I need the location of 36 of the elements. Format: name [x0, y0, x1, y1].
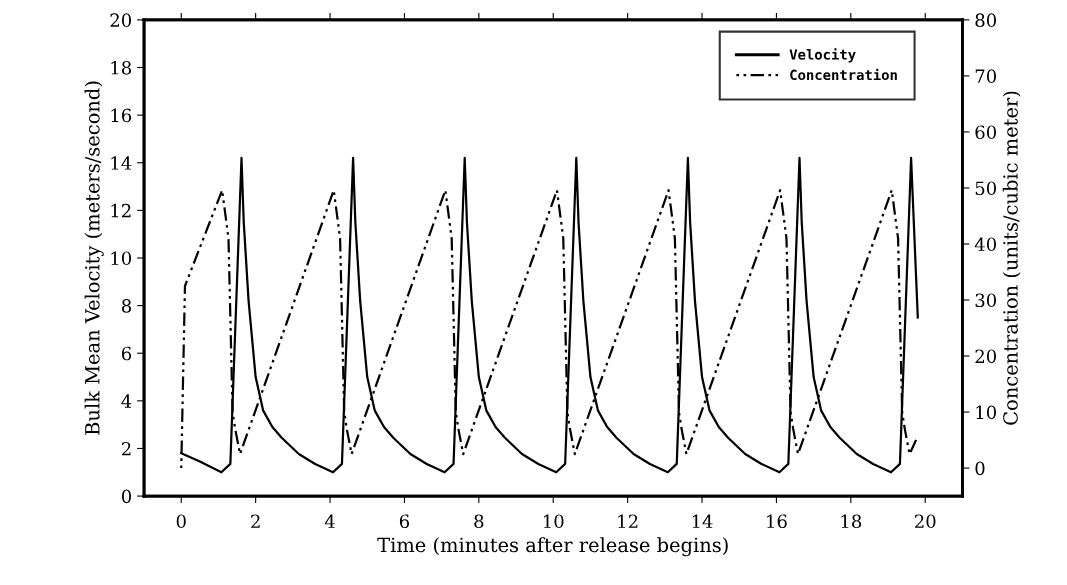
- x-tick-label: 6: [399, 514, 410, 529]
- y2-tick-label: 10: [976, 405, 997, 420]
- y-tick-label: 10: [111, 251, 132, 266]
- y2-tick-label: 50: [975, 181, 997, 196]
- y-tick-label: 8: [121, 299, 132, 313]
- x-tick-label: 18: [841, 514, 862, 529]
- x-tick-label: 4: [324, 514, 335, 528]
- x-tick-label: 12: [618, 514, 638, 528]
- legend-label: Concentration: [790, 68, 897, 81]
- y-tick-label: 4: [121, 394, 132, 408]
- x-tick-label: 8: [474, 514, 484, 529]
- y-tick-label: 16: [111, 108, 132, 123]
- y2-tick-label: 80: [975, 13, 997, 28]
- y2-tick-label: 40: [974, 237, 997, 252]
- x-tick-label: 14: [692, 514, 713, 528]
- y2-tick-label: 20: [975, 349, 997, 364]
- y-axis-title: Bulk Mean Velocity (meters/second): [84, 81, 104, 435]
- y-tick-label: 2: [121, 441, 131, 456]
- y-tick-label: 18: [111, 60, 132, 75]
- x-tick-label: 0: [176, 514, 186, 529]
- y-tick-label: 20: [110, 13, 132, 28]
- y-tick-label: 6: [121, 346, 132, 361]
- y2-tick-label: 70: [975, 69, 997, 84]
- x-tick-label: 20: [914, 514, 936, 529]
- y-tick-label: 14: [111, 156, 132, 170]
- y-tick-label: 12: [111, 203, 131, 218]
- x-axis-title: Time (minutes after release begins): [377, 537, 728, 557]
- y2-tick-label: 60: [975, 125, 997, 140]
- y2-tick-label: 30: [975, 293, 997, 308]
- y-tick-label: 0: [121, 489, 132, 504]
- y2-axis-title: Concentration (units/cubic meter): [1002, 91, 1021, 425]
- x-tick-label: 2: [251, 514, 260, 528]
- x-tick-label: 16: [767, 514, 787, 529]
- x-tick-label: 10: [543, 514, 564, 529]
- legend-label: Velocity: [789, 48, 856, 63]
- y2-tick-label: 0: [975, 461, 985, 476]
